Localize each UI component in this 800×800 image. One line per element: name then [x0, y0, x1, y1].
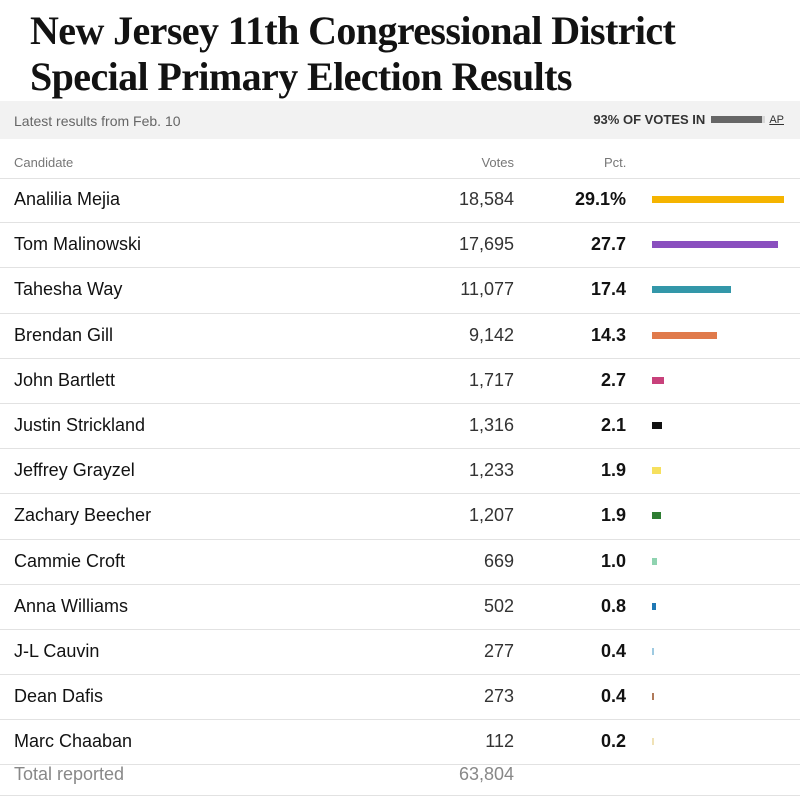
- results-table-header: Candidate Votes Pct.: [0, 146, 800, 179]
- candidate-votes: 1,717: [468, 369, 514, 390]
- pct-bar: [652, 241, 778, 249]
- candidate-pct: 2.1: [600, 414, 626, 435]
- table-row: Zachary Beecher 1,207 1.9: [0, 494, 800, 540]
- ap-source-link[interactable]: AP: [769, 113, 784, 126]
- candidate-pct: 29.1%: [574, 189, 626, 209]
- candidate-votes: 112: [485, 731, 514, 752]
- table-row: Cammie Croft 669 1.0: [0, 540, 800, 585]
- table-row: Tahesha Way 11,077 17.4: [0, 268, 800, 314]
- total-votes: 63,804: [458, 764, 514, 784]
- candidate-name: Tahesha Way: [14, 279, 123, 300]
- pct-bar: [652, 738, 654, 746]
- candidate-name: Jeffrey Grayzel: [14, 460, 135, 481]
- results-meta-bar: Latest results from Feb. 10 93% OF VOTES…: [0, 101, 800, 139]
- pct-bar: [652, 421, 662, 429]
- table-row: Anna Williams 502 0.8: [0, 585, 800, 630]
- header-pct: Pct.: [604, 155, 627, 170]
- table-row: John Bartlett 1,717 2.7: [0, 359, 800, 404]
- table-row: Analilia Mejia 18,584 29.1%: [0, 178, 800, 224]
- candidate-votes: 1,316: [468, 414, 514, 435]
- candidate-name: J-L Cauvin: [14, 640, 100, 661]
- page-title: New Jersey 11th Congressional District S…: [30, 8, 676, 99]
- pct-bar: [652, 467, 661, 475]
- candidate-votes: 9,142: [468, 324, 514, 345]
- table-row: Justin Strickland 1,316 2.1: [0, 404, 800, 450]
- candidate-pct: 14.3: [590, 324, 626, 345]
- header-candidate: Candidate: [14, 155, 74, 170]
- candidate-pct: 1.9: [600, 505, 626, 526]
- candidate-votes: 17,695: [458, 234, 514, 255]
- candidate-name: Marc Chaaban: [14, 731, 133, 752]
- candidate-votes: 11,077: [460, 279, 514, 300]
- pct-bar: [652, 647, 654, 655]
- candidate-pct: 2.7: [600, 369, 626, 390]
- candidate-votes: 18,584: [458, 189, 514, 209]
- pct-bar: [652, 196, 784, 203]
- candidate-pct: 27.7: [590, 234, 626, 255]
- candidate-name: John Bartlett: [14, 369, 116, 390]
- table-row: J-L Cauvin 277 0.4: [0, 630, 800, 676]
- votes-in-progress-bar: [711, 116, 766, 123]
- candidate-pct: 1.0: [600, 550, 626, 571]
- table-row: Jeffrey Grayzel 1,233 1.9: [0, 449, 800, 495]
- candidate-name: Anna Williams: [14, 595, 129, 616]
- candidate-votes: 1,233: [468, 460, 514, 481]
- candidate-votes: 277: [483, 640, 514, 661]
- candidate-name: Analilia Mejia: [14, 189, 121, 209]
- pct-bar: [652, 331, 717, 339]
- candidate-name: Cammie Croft: [14, 550, 126, 571]
- pct-bar: [652, 693, 654, 701]
- candidate-pct: 0.8: [600, 595, 626, 616]
- pct-bar: [652, 376, 665, 384]
- candidate-votes: 1,207: [468, 505, 514, 526]
- candidate-votes: 669: [483, 550, 514, 571]
- votes-in-progress-fill: [711, 116, 762, 123]
- header-votes: Votes: [481, 155, 514, 170]
- pct-bar: [652, 286, 731, 294]
- votes-in-status: 93% OF VOTES IN AP: [593, 112, 784, 127]
- candidate-name: Zachary Beecher: [14, 505, 152, 526]
- table-row: Tom Malinowski 17,695 27.7: [0, 223, 800, 269]
- table-row: Marc Chaaban 112 0.2: [0, 720, 800, 766]
- pct-bar: [652, 557, 657, 565]
- candidate-name: Justin Strickland: [14, 414, 146, 435]
- candidate-pct: 0.4: [600, 686, 626, 707]
- total-row: Total reported 63,804: [0, 755, 800, 796]
- candidate-pct: 17.4: [590, 279, 626, 300]
- candidate-pct: 1.9: [600, 460, 626, 481]
- candidate-pct: 0.2: [600, 731, 626, 752]
- candidate-name: Brendan Gill: [14, 324, 114, 345]
- candidate-name: Dean Dafis: [14, 686, 104, 707]
- candidate-votes: 273: [483, 686, 514, 707]
- candidate-pct: 0.4: [600, 640, 626, 661]
- candidate-name: Tom Malinowski: [14, 234, 142, 255]
- candidate-votes: 502: [483, 595, 514, 616]
- votes-in-label: 93% OF VOTES IN: [593, 112, 706, 127]
- pct-bar: [652, 602, 656, 610]
- table-row: Brendan Gill 9,142 14.3: [0, 314, 800, 359]
- table-row: Dean Dafis 273 0.4: [0, 675, 800, 721]
- pct-bar: [652, 512, 661, 520]
- total-label: Total reported: [14, 764, 125, 784]
- results-table-body: Analilia Mejia 18,584 29.1% Tom Malinowski 1…: [0, 178, 800, 766]
- latest-results-label: Latest results from Feb. 10: [14, 113, 181, 129]
